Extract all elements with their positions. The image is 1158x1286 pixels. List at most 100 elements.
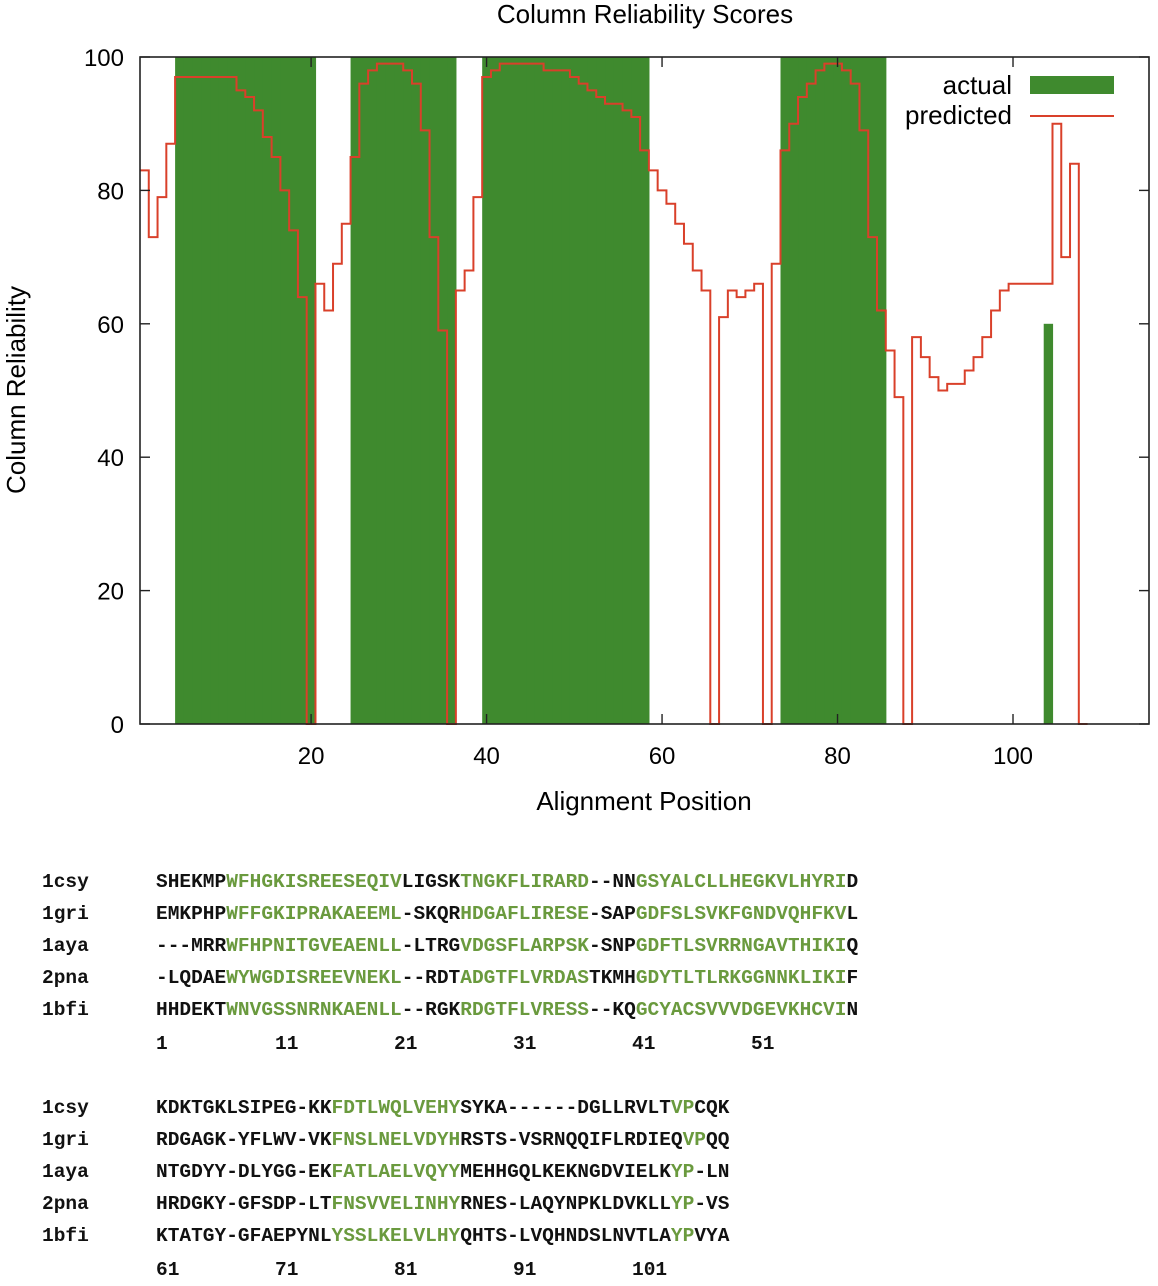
actual-bar	[622, 57, 632, 724]
sequence-residues: -LQDAEWYWGDISREEVNEKL--RDTADGTFLVRDASTKM…	[156, 962, 858, 994]
noncore-segment: RSTS-VSRNQQIFLRDIEQ	[460, 1129, 683, 1151]
sequence-name: 1aya	[42, 1161, 89, 1183]
noncore-segment: MEHHGQLKEKNGDVIELK	[460, 1161, 671, 1183]
actual-bar	[490, 57, 501, 724]
actual-bar	[271, 57, 281, 724]
x-axis-label: Alignment Position	[536, 786, 751, 816]
sequence-name: 1csy	[42, 1097, 89, 1119]
sequence-name: 1csy	[42, 871, 89, 893]
core-segment: GDFTLSVRRNGAVTHIKI	[635, 935, 847, 957]
sequence-residues: RDGAGK-YFLWV-VKFNSLNELVDYHRSTS-VSRNQQIFL…	[156, 1124, 729, 1156]
core-segment: FNSVVELINHY	[331, 1193, 461, 1215]
reliability-chart: Column Reliability Scores 0 20 40 60 80 100 20…	[1, 0, 1150, 816]
actual-bar	[605, 57, 615, 724]
actual-bar	[297, 57, 308, 724]
actual-bar	[368, 57, 378, 724]
position-number: 81	[394, 1259, 418, 1281]
chart-title: Column Reliability Scores	[497, 0, 793, 29]
noncore-segment: QQ	[706, 1129, 730, 1151]
actual-bar	[482, 57, 492, 724]
noncore-segment: CQK	[694, 1097, 730, 1119]
y-tick-label: 80	[97, 178, 124, 205]
noncore-segment: RDGAGK-YFLWV-VK	[156, 1129, 332, 1151]
noncore-segment: SHEKMP	[156, 871, 227, 893]
x-tick-label: 100	[993, 743, 1033, 770]
actual-bar	[183, 57, 194, 724]
core-segment: GCYACSVVVDGEVKHCVI	[635, 999, 847, 1021]
actual-bar	[561, 57, 571, 724]
core-segment: FATLAELVQYY	[331, 1161, 461, 1183]
core-segment: WFFGKIPRAKAEEML	[226, 903, 402, 925]
actual-bar	[438, 57, 448, 724]
actual-bar	[394, 57, 404, 724]
sequence-residues: HHDEKTWNVGSSNRNKAENLL--RGKRDGTFLVRESS--K…	[156, 994, 858, 1026]
actual-bar	[411, 57, 422, 724]
actual-bar	[596, 57, 606, 724]
noncore-segment: Q	[846, 935, 859, 957]
actual-bar	[508, 57, 518, 724]
noncore-segment: L	[846, 903, 859, 925]
noncore-segment: -LTRG	[401, 935, 461, 957]
position-number: 51	[751, 1033, 775, 1055]
noncore-segment: --NN	[589, 871, 636, 893]
actual-bar	[833, 57, 843, 724]
position-number: 21	[394, 1033, 418, 1055]
actual-bar	[534, 57, 545, 724]
core-segment: YP	[670, 1193, 695, 1215]
core-segment: WFHGKISREESEQIV	[226, 871, 402, 893]
noncore-segment: -VS	[694, 1193, 730, 1215]
actual-bar	[192, 57, 203, 724]
sequence-residues: HRDGKY-GFSDP-LTFNSVVELINHYRNES-LAQYNPKLD…	[156, 1188, 729, 1220]
actual-bar	[403, 57, 413, 724]
actual-bar	[552, 57, 562, 724]
actual-bar	[245, 57, 255, 724]
position-number: 91	[513, 1259, 537, 1281]
sequence-residues: EMKPHPWFFGKIPRAKAEEML-SKQRHDGAFLIRESE-SA…	[156, 898, 858, 930]
actual-bar	[789, 57, 799, 724]
actual-bar	[859, 57, 869, 724]
x-tick-label: 40	[473, 743, 500, 770]
actual-bar	[218, 57, 229, 724]
actual-bar	[447, 57, 457, 724]
core-segment: GDYTLTLRKGGNNKLIKI	[635, 967, 847, 989]
core-segment: GSYALCLLHEGKVLHYRI	[635, 871, 847, 893]
actual-bar	[806, 57, 817, 724]
noncore-segment: -LN	[694, 1161, 730, 1183]
actual-bar	[385, 57, 396, 724]
noncore-segment: -LQDAE	[156, 967, 227, 989]
noncore-segment: D	[846, 871, 859, 893]
y-tick-label: 60	[97, 312, 124, 339]
noncore-segment: -SAP	[589, 903, 636, 925]
actual-bar	[815, 57, 825, 724]
sequence-residues: KTATGY-GFAEPYNLYSSLKELVLHYQHTS-LVQHNDSLN…	[156, 1220, 729, 1252]
noncore-segment: --RDT	[401, 967, 461, 989]
actual-bar	[350, 57, 360, 724]
sequence-name: 1bfi	[42, 1225, 89, 1247]
core-segment: RDGTFLVRESS	[460, 999, 589, 1021]
core-segment: YSSLKELVLHY	[331, 1225, 461, 1247]
core-segment: WYWGDISREEVNEKL	[226, 967, 402, 989]
actual-bars	[175, 57, 1054, 724]
actual-bar	[613, 57, 624, 724]
actual-bar	[280, 57, 290, 724]
noncore-segment: --RGK	[401, 999, 461, 1021]
core-segment: TNGKFLIRARD	[460, 871, 589, 893]
legend-label-actual: actual	[943, 70, 1012, 100]
actual-bar	[236, 57, 246, 724]
actual-bar	[1043, 323, 1054, 724]
sequence-name: 2pna	[42, 967, 89, 989]
actual-bar	[578, 57, 589, 724]
position-number: 11	[275, 1033, 299, 1055]
sequence-name: 1gri	[42, 1129, 89, 1151]
actual-bar	[499, 57, 510, 724]
actual-bar	[227, 57, 238, 724]
x-tick-label: 80	[824, 743, 851, 770]
core-segment: YP	[670, 1161, 695, 1183]
actual-bar	[841, 57, 852, 724]
actual-bar	[429, 57, 439, 724]
position-number: 31	[513, 1033, 537, 1055]
core-segment: WNVGSSNRNKAENLL	[226, 999, 402, 1021]
noncore-segment: F	[846, 967, 859, 989]
x-tick-label: 20	[298, 743, 325, 770]
noncore-segment: TKMH	[589, 967, 636, 989]
